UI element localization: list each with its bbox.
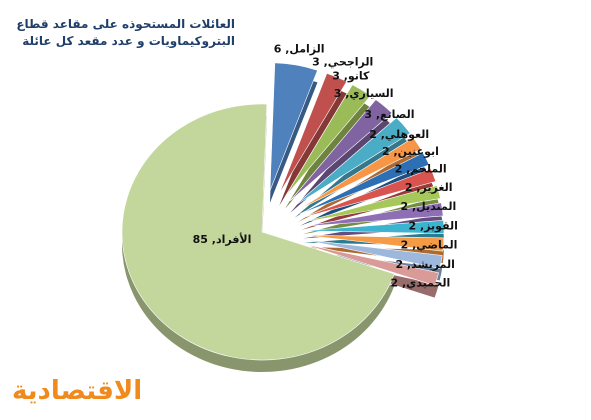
logo: الاقتصادية	[12, 376, 143, 406]
slice-side	[279, 85, 347, 206]
data-label: الأفراد, 85	[193, 232, 252, 246]
slice-side	[285, 96, 371, 209]
data-label: الغرير, 2	[405, 181, 453, 194]
title-line: العائلات المستحوذه على مقاعد قطاع	[16, 17, 235, 31]
slice	[303, 239, 443, 269]
slice	[301, 168, 437, 219]
data-label: العوهلي, 2	[369, 128, 429, 141]
slice	[294, 117, 411, 206]
data-label: الراجحي, 3	[312, 55, 373, 68]
slice	[299, 152, 430, 215]
slice	[269, 62, 318, 191]
slice	[302, 243, 440, 286]
data-label: الصانع, 3	[364, 108, 414, 121]
data-label: المنديل, 2	[401, 200, 457, 213]
data-label: المريشد, 2	[395, 258, 454, 271]
data-label: ابوعنين, 2	[382, 145, 439, 158]
title-line: البتروكيماويات و عدد مقعد كل عائلة	[22, 34, 235, 48]
data-label: القويز, 2	[409, 219, 458, 232]
slice	[302, 185, 441, 223]
slice	[289, 99, 393, 202]
data-label: السياري, 3	[334, 87, 394, 100]
slice	[303, 202, 444, 227]
chart-title: العائلات المستحوذه على مقاعد قطاع البترو…	[10, 16, 235, 50]
slice	[279, 72, 348, 194]
slice	[303, 219, 445, 234]
data-label: كانو, 3	[332, 69, 370, 82]
slice	[297, 137, 422, 211]
slice	[303, 234, 445, 252]
data-label: الملحم, 2	[395, 163, 447, 176]
data-label: الماضي, 2	[401, 239, 458, 252]
slice	[284, 84, 372, 198]
slice	[121, 103, 395, 361]
data-label: الحميدي, 2	[390, 277, 450, 290]
data-label: الزامل, 6	[274, 42, 325, 55]
